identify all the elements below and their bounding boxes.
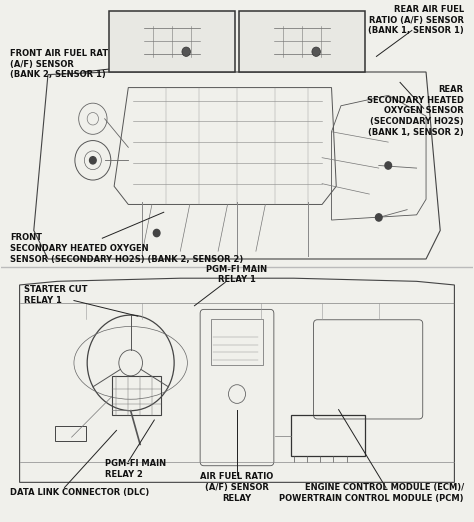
- Text: FRONT
SECONDARY HEATED OXYGEN
SENSOR (SECONDARY HO2S) (BANK 2, SENSOR 2): FRONT SECONDARY HEATED OXYGEN SENSOR (SE…: [10, 233, 243, 264]
- Circle shape: [375, 214, 382, 221]
- Bar: [109, 11, 235, 72]
- Text: REAR AIR FUEL
RATIO (A/F) SENSOR
(BANK 1, SENSOR 1): REAR AIR FUEL RATIO (A/F) SENSOR (BANK 1…: [368, 5, 464, 35]
- Text: DATA LINK CONNECTOR (DLC): DATA LINK CONNECTOR (DLC): [10, 488, 149, 497]
- Text: STARTER CUT
RELAY 1: STARTER CUT RELAY 1: [24, 286, 88, 305]
- Circle shape: [182, 47, 191, 56]
- Text: FRONT AIR FUEL RATIO
(A/F) SENSOR
(BANK 2, SENSOR 1): FRONT AIR FUEL RATIO (A/F) SENSOR (BANK …: [10, 49, 118, 79]
- Bar: [55, 426, 86, 441]
- Circle shape: [312, 47, 320, 56]
- Bar: [239, 11, 365, 72]
- Text: PGM-FI MAIN
RELAY 1: PGM-FI MAIN RELAY 1: [207, 265, 267, 284]
- Circle shape: [385, 162, 392, 169]
- Text: ENGINE CONTROL MODULE (ECM)/
POWERTRAIN CONTROL MODULE (PCM): ENGINE CONTROL MODULE (ECM)/ POWERTRAIN …: [279, 483, 464, 503]
- Text: PGM-FI MAIN
RELAY 2: PGM-FI MAIN RELAY 2: [105, 459, 166, 479]
- Bar: [292, 415, 365, 456]
- Text: REAR
SECONDARY HEATED
OXYGEN SENSOR
(SECONDARY HO2S)
(BANK 1, SENSOR 2): REAR SECONDARY HEATED OXYGEN SENSOR (SEC…: [367, 85, 464, 137]
- Bar: [112, 376, 161, 415]
- Text: AIR FUEL RATIO
(A/F) SENSOR
RELAY: AIR FUEL RATIO (A/F) SENSOR RELAY: [201, 472, 273, 503]
- Circle shape: [154, 229, 160, 236]
- Circle shape: [90, 157, 96, 164]
- Bar: [211, 319, 263, 365]
